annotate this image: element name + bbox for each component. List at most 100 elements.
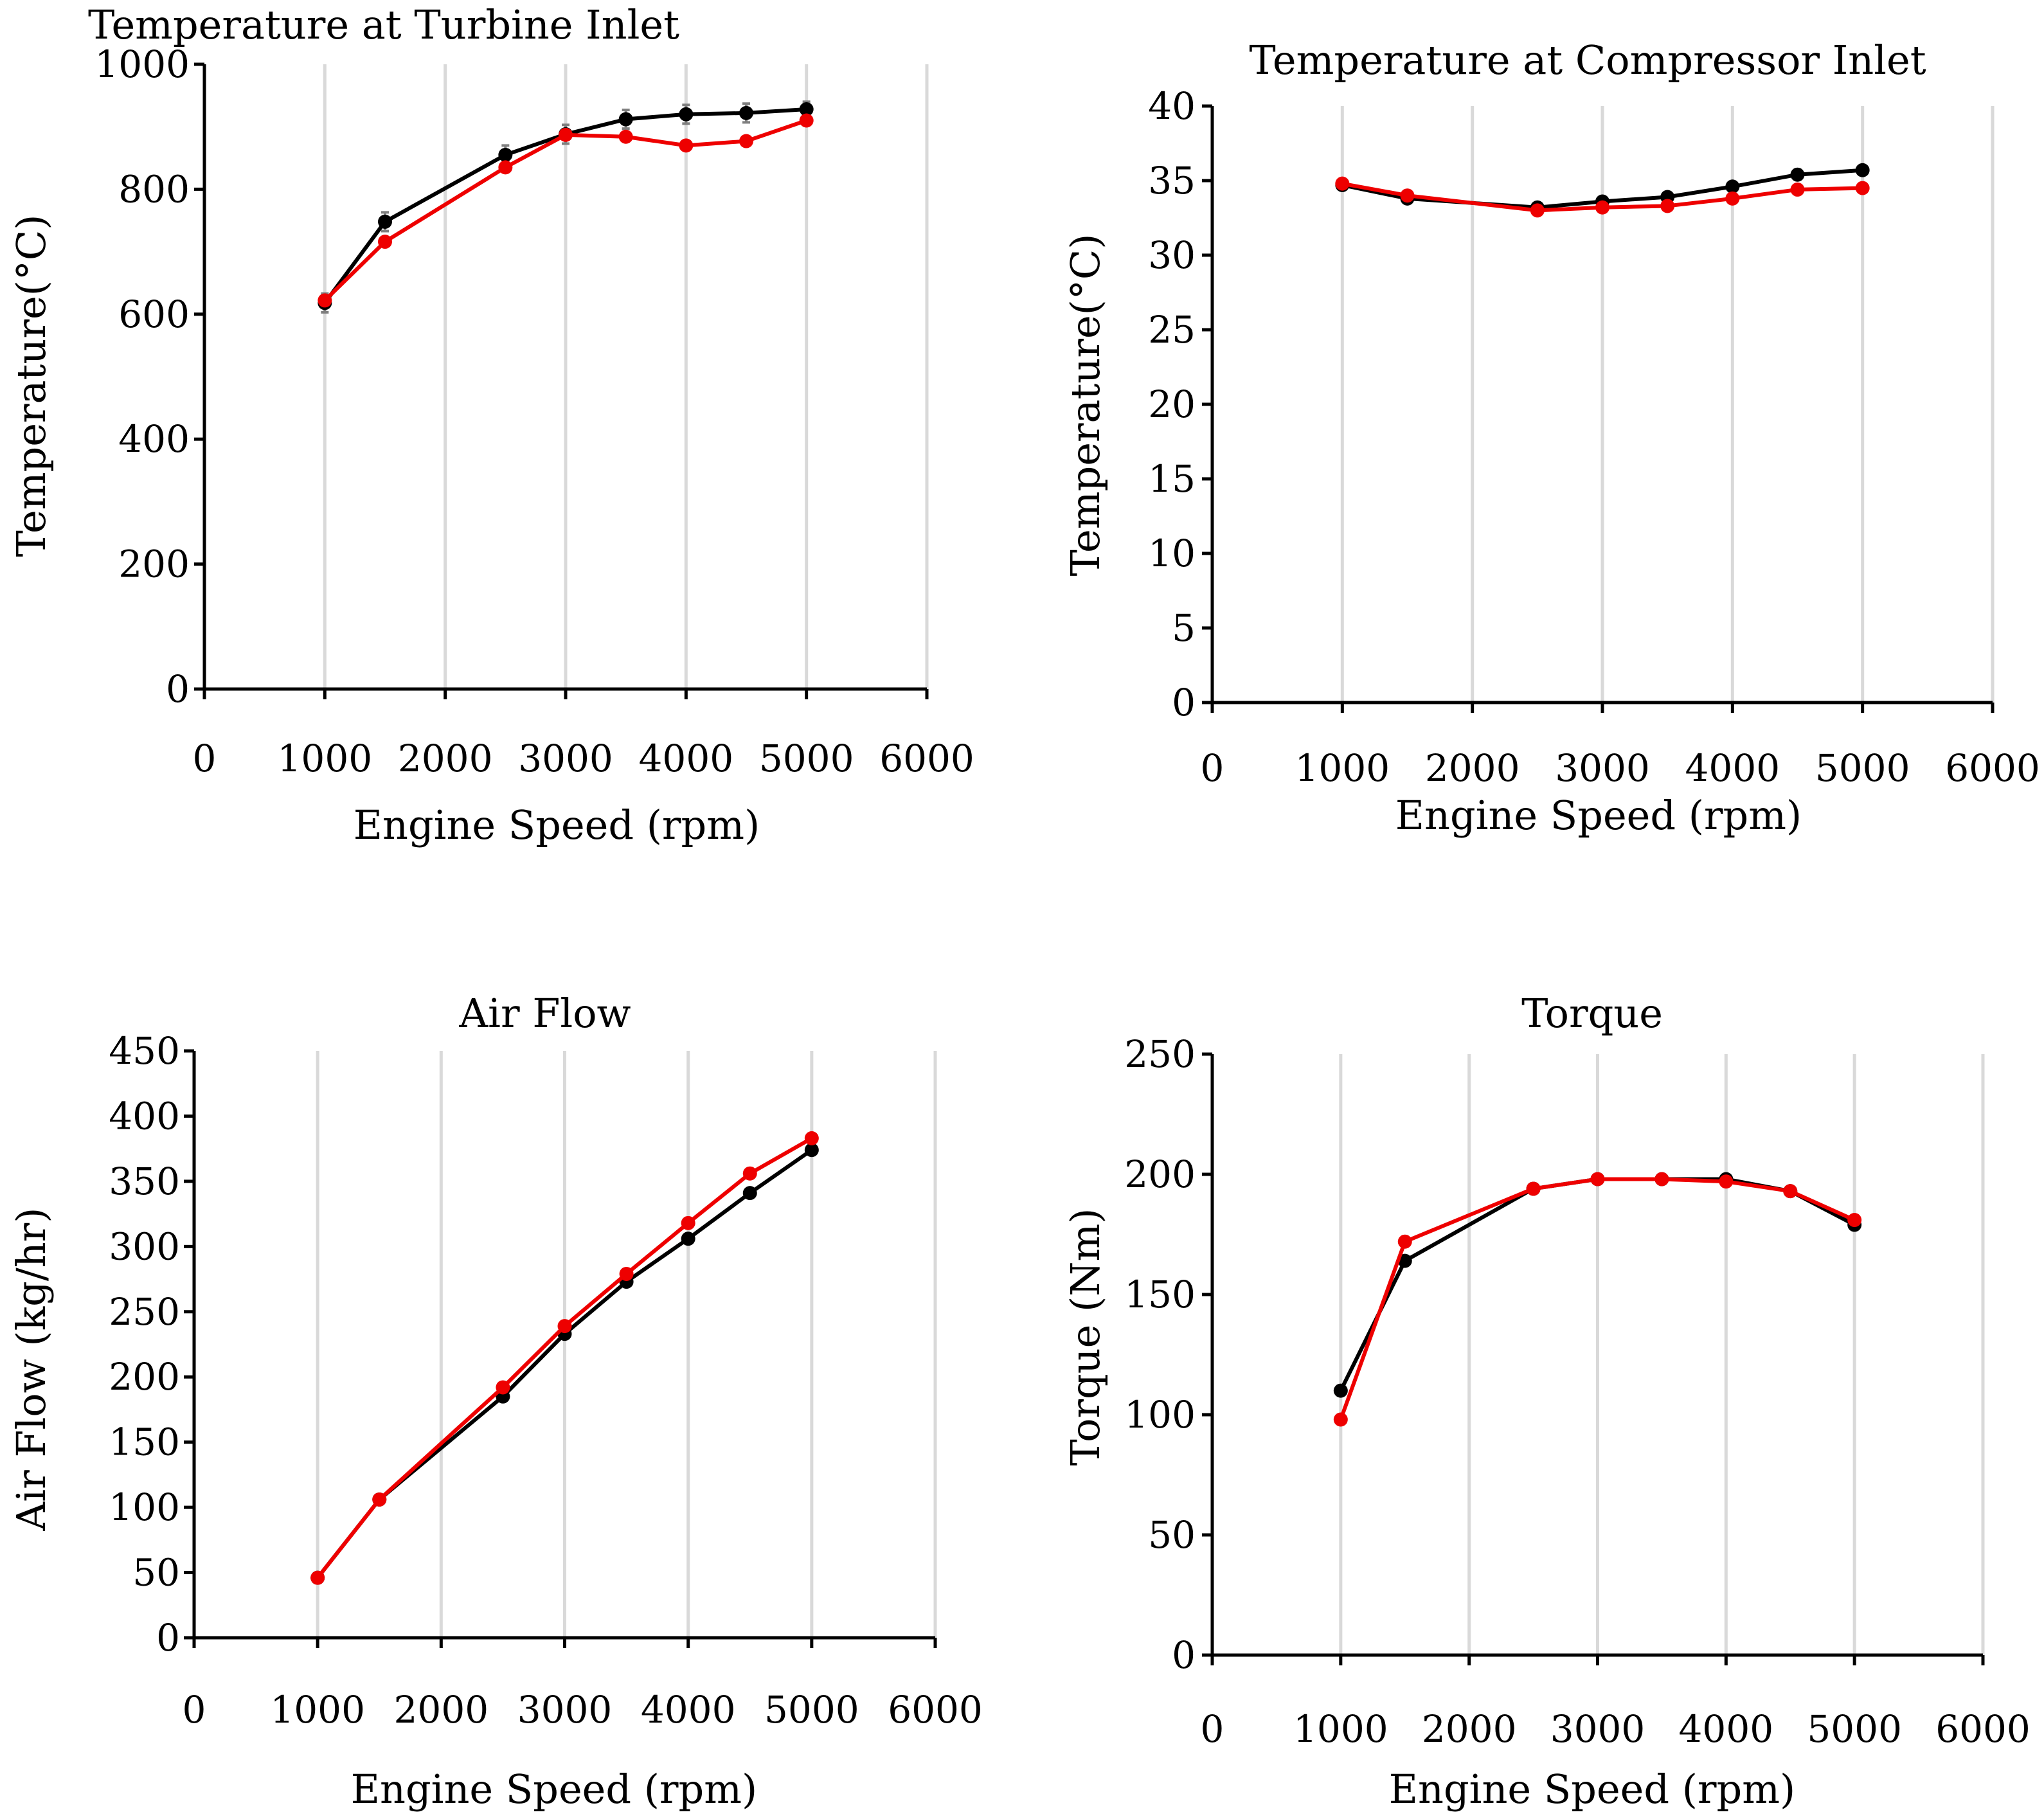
x-tick-label: 5000 bbox=[1815, 746, 1910, 790]
x-tick-label: 3000 bbox=[1550, 1707, 1645, 1751]
data-point-red bbox=[619, 1266, 634, 1281]
data-point-red bbox=[804, 1131, 819, 1145]
x-tick-label: 2000 bbox=[394, 1688, 489, 1732]
x-tick-label: 4000 bbox=[1685, 746, 1780, 790]
y-tick-label: 400 bbox=[109, 1094, 180, 1138]
data-point-black bbox=[742, 1186, 757, 1201]
y-tick-label: 200 bbox=[118, 542, 190, 586]
data-point-black bbox=[739, 105, 753, 120]
x-tick-label: 3000 bbox=[1555, 746, 1650, 790]
y-tick-label: 40 bbox=[1148, 84, 1196, 128]
y-tick-label: 100 bbox=[1124, 1393, 1196, 1437]
data-point-red bbox=[1654, 1172, 1669, 1187]
y-tick-label: 15 bbox=[1148, 457, 1196, 501]
x-axis-label: Engine Speed (rpm) bbox=[1389, 1766, 1795, 1813]
data-point-red bbox=[1847, 1213, 1862, 1228]
data-point-red bbox=[799, 113, 814, 128]
chart-title: Torque bbox=[1521, 990, 1663, 1037]
data-point-black bbox=[1855, 163, 1870, 177]
y-tick-label: 450 bbox=[109, 1029, 180, 1073]
x-tick-label: 6000 bbox=[888, 1688, 983, 1732]
data-point-red bbox=[681, 1215, 695, 1230]
data-point-red bbox=[1397, 1234, 1412, 1249]
data-point-red bbox=[1335, 176, 1350, 191]
x-tick-label: 6000 bbox=[1935, 1707, 2031, 1751]
series-line-black bbox=[1341, 168, 1863, 210]
chart-turbine-inlet-temperature: Temperature at Turbine Inlet Engine Spee… bbox=[8, 1, 974, 848]
y-tick-label: 25 bbox=[1148, 308, 1196, 352]
y-axis-label: Temperature(°C) bbox=[8, 215, 55, 557]
y-tick-label: 150 bbox=[1124, 1273, 1196, 1316]
x-tick-label: 4000 bbox=[639, 737, 734, 780]
chart-air-flow: Air Flow Engine Speed (rpm) Air Flow (kg… bbox=[8, 990, 983, 1813]
y-axis-label: Torque (Nm) bbox=[1062, 1208, 1109, 1466]
data-point-black bbox=[1790, 167, 1805, 182]
data-point-red bbox=[318, 293, 332, 308]
data-point-red bbox=[1530, 203, 1545, 218]
y-tick-label: 0 bbox=[156, 1616, 180, 1660]
y-tick-label: 5 bbox=[1172, 606, 1196, 650]
data-point-red bbox=[1400, 188, 1415, 203]
series-line-red bbox=[323, 118, 807, 302]
data-point-red bbox=[378, 235, 392, 249]
y-tick-label: 400 bbox=[118, 417, 190, 461]
data-point-red bbox=[1719, 1174, 1734, 1189]
data-point-red bbox=[1855, 181, 1870, 195]
y-tick-label: 250 bbox=[109, 1290, 180, 1334]
data-point-red bbox=[1590, 1172, 1605, 1187]
x-tick-label: 0 bbox=[1201, 746, 1224, 790]
data-point-red bbox=[1333, 1412, 1348, 1427]
y-tick-label: 50 bbox=[1148, 1513, 1196, 1557]
y-tick-label: 150 bbox=[109, 1420, 180, 1464]
chart-title: Temperature at Compressor Inlet bbox=[1249, 37, 1926, 84]
data-point-red bbox=[679, 138, 694, 153]
y-tick-label: 200 bbox=[1124, 1152, 1196, 1196]
data-point-red bbox=[498, 160, 513, 175]
data-point-black bbox=[804, 1143, 819, 1158]
series-line-red bbox=[1341, 181, 1863, 213]
x-tick-label: 5000 bbox=[759, 737, 854, 780]
data-point-red bbox=[557, 1319, 572, 1334]
x-axis-label: Engine Speed (rpm) bbox=[351, 1766, 757, 1813]
data-point-red bbox=[742, 1166, 757, 1181]
data-point-red bbox=[372, 1492, 387, 1507]
series-line-red bbox=[316, 1136, 813, 1579]
chart-torque: Torque Engine Speed (rpm) Torque (Nm) 0 1… bbox=[1062, 990, 2031, 1813]
y-tick-label: 600 bbox=[118, 292, 190, 336]
y-axis-label: Air Flow (kg/hr) bbox=[8, 1208, 55, 1532]
data-point-black bbox=[378, 214, 392, 229]
x-tick-label: 6000 bbox=[1945, 746, 2040, 790]
y-axis-label: Temperature(°C) bbox=[1062, 234, 1109, 577]
chart-compressor-inlet-temperature: Temperature at Compressor Inlet Engine S… bbox=[1062, 37, 2040, 839]
data-point-red bbox=[1790, 182, 1805, 197]
y-tick-label: 10 bbox=[1148, 532, 1196, 575]
data-point-red bbox=[1783, 1184, 1798, 1199]
y-tick-label: 50 bbox=[132, 1551, 180, 1595]
y-tick-label: 350 bbox=[109, 1160, 180, 1203]
x-tick-label: 5000 bbox=[1807, 1707, 1902, 1751]
data-point-black bbox=[1333, 1383, 1348, 1398]
data-point-red bbox=[1725, 191, 1740, 206]
y-tick-label: 300 bbox=[109, 1224, 180, 1268]
series-line-red bbox=[1339, 1177, 1856, 1420]
x-tick-label: 3000 bbox=[517, 1688, 613, 1732]
x-tick-label: 2000 bbox=[398, 737, 493, 780]
x-tick-label: 0 bbox=[1201, 1707, 1224, 1751]
x-tick-label: 4000 bbox=[641, 1688, 736, 1732]
x-axis-label: Engine Speed (rpm) bbox=[1395, 792, 1802, 839]
data-point-red bbox=[1660, 199, 1675, 213]
data-point-black bbox=[799, 102, 814, 116]
x-tick-label: 1000 bbox=[1293, 1707, 1388, 1751]
y-tick-label: 250 bbox=[1124, 1032, 1196, 1076]
data-point-red bbox=[1526, 1181, 1541, 1196]
y-tick-label: 0 bbox=[1172, 681, 1196, 724]
x-tick-label: 2000 bbox=[1422, 1707, 1517, 1751]
data-point-black bbox=[1725, 179, 1740, 194]
y-tick-label: 0 bbox=[166, 667, 190, 711]
series-line-black bbox=[323, 107, 807, 305]
y-tick-label: 0 bbox=[1172, 1633, 1196, 1677]
data-point-black bbox=[498, 147, 513, 162]
x-tick-label: 3000 bbox=[518, 737, 613, 780]
x-tick-label: 1000 bbox=[270, 1688, 365, 1732]
